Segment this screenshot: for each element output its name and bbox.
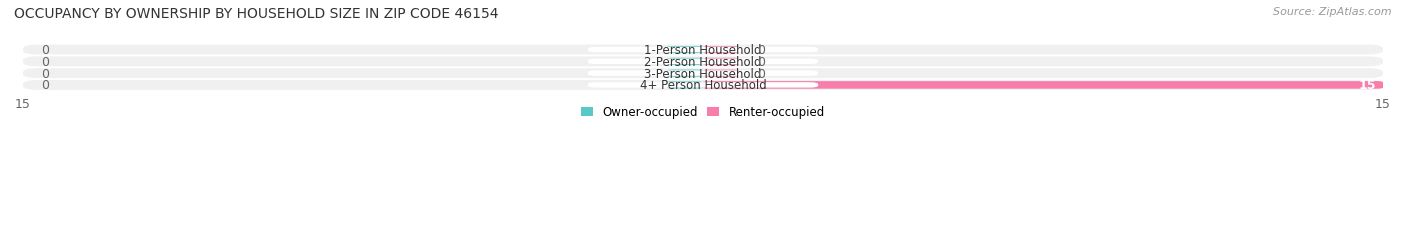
FancyBboxPatch shape <box>666 82 703 89</box>
Text: 3-Person Household: 3-Person Household <box>644 67 762 80</box>
FancyBboxPatch shape <box>588 48 818 53</box>
Text: 15: 15 <box>1358 79 1376 92</box>
Text: 0: 0 <box>41 79 49 92</box>
FancyBboxPatch shape <box>703 47 740 54</box>
Text: 0: 0 <box>758 44 765 57</box>
Legend: Owner-occupied, Renter-occupied: Owner-occupied, Renter-occupied <box>581 106 825 119</box>
Text: 0: 0 <box>758 56 765 69</box>
FancyBboxPatch shape <box>666 58 703 66</box>
FancyBboxPatch shape <box>22 45 1384 55</box>
Text: 2-Person Household: 2-Person Household <box>644 56 762 69</box>
FancyBboxPatch shape <box>703 70 740 77</box>
FancyBboxPatch shape <box>588 71 818 76</box>
FancyBboxPatch shape <box>22 69 1384 79</box>
Text: 0: 0 <box>41 67 49 80</box>
FancyBboxPatch shape <box>703 58 740 66</box>
FancyBboxPatch shape <box>22 81 1384 91</box>
FancyBboxPatch shape <box>588 59 818 65</box>
FancyBboxPatch shape <box>666 47 703 54</box>
Text: 0: 0 <box>41 44 49 57</box>
Text: 4+ Person Household: 4+ Person Household <box>640 79 766 92</box>
FancyBboxPatch shape <box>702 82 1384 89</box>
Text: 1-Person Household: 1-Person Household <box>644 44 762 57</box>
Text: OCCUPANCY BY OWNERSHIP BY HOUSEHOLD SIZE IN ZIP CODE 46154: OCCUPANCY BY OWNERSHIP BY HOUSEHOLD SIZE… <box>14 7 499 21</box>
FancyBboxPatch shape <box>666 70 703 77</box>
Text: Source: ZipAtlas.com: Source: ZipAtlas.com <box>1274 7 1392 17</box>
Text: 0: 0 <box>758 67 765 80</box>
FancyBboxPatch shape <box>22 57 1384 67</box>
FancyBboxPatch shape <box>588 83 818 88</box>
Text: 0: 0 <box>41 56 49 69</box>
